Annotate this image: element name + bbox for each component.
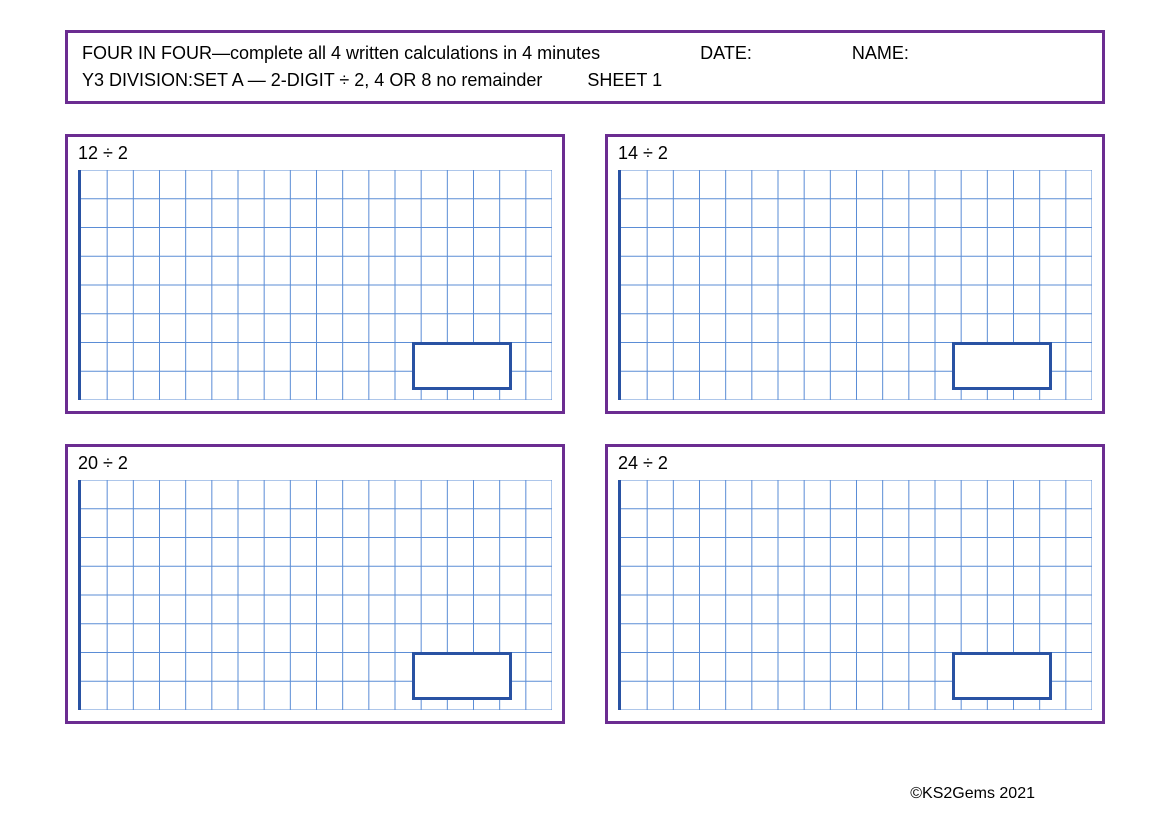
header-title: FOUR IN FOUR—complete all 4 written calc… [82,43,600,64]
grid-area [78,170,552,400]
problem-box-4: 24 ÷ 2 [605,444,1105,724]
header-subtitle: Y3 DIVISION:SET A — 2-DIGIT ÷ 2, 4 OR 8 … [82,70,542,90]
answer-box [952,652,1052,700]
grid-area [78,480,552,710]
header-date-label: DATE: [700,43,752,64]
problems-grid: 12 ÷ 2 14 ÷ 2 20 ÷ 2 24 ÷ 2 [65,134,1105,724]
problem-label: 24 ÷ 2 [618,453,1092,474]
answer-box [952,342,1052,390]
header-line1: FOUR IN FOUR—complete all 4 written calc… [82,43,1088,64]
header-box: FOUR IN FOUR—complete all 4 written calc… [65,30,1105,104]
grid-area [618,480,1092,710]
header-name-label: NAME: [852,43,909,64]
problem-box-1: 12 ÷ 2 [65,134,565,414]
problem-label: 14 ÷ 2 [618,143,1092,164]
answer-box [412,342,512,390]
footer-copyright: ©KS2Gems 2021 [910,785,1035,803]
header-sheet-label: SHEET 1 [587,70,662,90]
problem-box-3: 20 ÷ 2 [65,444,565,724]
problem-box-2: 14 ÷ 2 [605,134,1105,414]
grid-area [618,170,1092,400]
header-line2: Y3 DIVISION:SET A — 2-DIGIT ÷ 2, 4 OR 8 … [82,70,1088,91]
problem-label: 12 ÷ 2 [78,143,552,164]
problem-label: 20 ÷ 2 [78,453,552,474]
answer-box [412,652,512,700]
